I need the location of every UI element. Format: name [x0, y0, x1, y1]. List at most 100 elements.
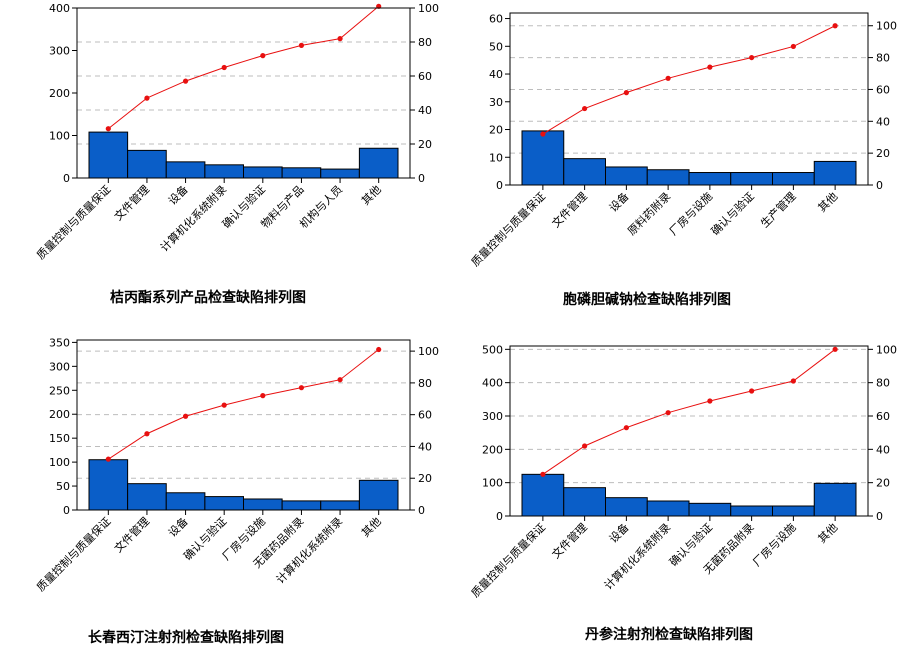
right-tick-label: 40	[876, 115, 890, 128]
category-label-8: 其他	[359, 515, 384, 540]
left-tick-label: 300	[49, 360, 70, 373]
bar-6	[281, 500, 322, 511]
bar-8	[813, 160, 857, 186]
bar-7	[320, 500, 360, 511]
bar-5	[688, 172, 732, 186]
left-tick-label: 500	[482, 343, 503, 356]
bar-4	[646, 500, 690, 517]
left-tick-label: 50	[56, 480, 70, 493]
category-label-3: 设备	[606, 520, 631, 545]
bar-4	[646, 169, 690, 186]
category-label-2: 文件管理	[111, 182, 152, 223]
cumulative-line	[108, 349, 379, 460]
left-tick-label: 300	[482, 410, 503, 423]
cumulative-point-2	[144, 95, 150, 101]
left-tick-label: 300	[49, 45, 70, 58]
right-tick-label: 80	[876, 52, 890, 65]
left-tick-label: 20	[489, 124, 503, 137]
right-tick-label: 100	[418, 345, 439, 358]
bar-4	[204, 496, 244, 511]
category-label-2: 文件管理	[549, 189, 590, 230]
bar-1	[521, 130, 565, 186]
bar-4	[204, 164, 244, 179]
right-tick-label: 60	[418, 70, 432, 83]
left-tick-label: 100	[49, 130, 70, 143]
category-label-8: 其他	[815, 190, 840, 215]
left-tick-label: 250	[49, 384, 70, 397]
bar-6	[730, 172, 773, 186]
category-label-2: 文件管理	[111, 514, 152, 555]
left-tick-label: 400	[482, 377, 503, 390]
right-tick-label: 80	[418, 377, 432, 390]
category-label-8: 其他	[359, 183, 384, 208]
bar-7	[772, 505, 815, 517]
cumulative-point-3	[623, 425, 629, 431]
cumulative-point-1	[540, 131, 546, 137]
bar-1	[88, 131, 129, 179]
chart-2-title: 胞磷胆碱钠检查缺陷排列图	[563, 292, 731, 308]
right-tick-label: 60	[876, 83, 890, 96]
right-tick-label: 20	[876, 147, 890, 160]
category-label-3: 设备	[165, 182, 190, 207]
right-tick-label: 60	[418, 409, 432, 422]
cumulative-point-3	[182, 413, 189, 419]
category-label-1: 质量控制与质量保证	[34, 182, 114, 262]
cumulative-point-7	[337, 36, 343, 42]
cumulative-point-5	[707, 64, 713, 70]
cumulative-point-7	[790, 378, 796, 384]
left-tick-label: 400	[49, 2, 70, 15]
cumulative-point-6	[749, 54, 755, 61]
cumulative-point-1	[105, 126, 111, 132]
bar-6	[281, 167, 322, 179]
right-tick-label: 0	[876, 510, 883, 523]
right-tick-label: 40	[876, 443, 890, 456]
category-label-7: 厂房与设施	[750, 521, 798, 569]
cumulative-point-8	[376, 346, 382, 353]
category-label-6: 确认与验证	[708, 189, 757, 238]
cumulative-point-6	[749, 388, 755, 394]
left-tick-label: 350	[49, 336, 70, 349]
right-tick-label: 0	[418, 172, 425, 185]
plot-frame	[509, 345, 869, 517]
right-tick-label: 100	[876, 343, 897, 356]
bar-3	[605, 166, 648, 186]
category-label-3: 设备	[606, 189, 631, 214]
bar-5	[688, 502, 732, 517]
cumulative-point-2	[144, 431, 150, 437]
bar-5	[243, 166, 283, 179]
cumulative-point-4	[665, 410, 671, 416]
left-tick-label: 40	[489, 68, 503, 81]
cumulative-point-5	[260, 53, 266, 59]
right-tick-label: 20	[418, 472, 432, 485]
bar-2	[127, 149, 167, 179]
chart-2: 0 10 20 30 40 50 60 0 20 40 60 80 100 质量控制与质量保证 文件管理 设备…	[468, 12, 897, 269]
right-tick-label: 0	[876, 179, 883, 192]
right-tick-label: 20	[418, 138, 432, 151]
cumulative-point-4	[221, 402, 227, 408]
left-tick-label: 150	[49, 432, 70, 445]
left-tick-label: 200	[49, 408, 70, 421]
bar-8	[813, 482, 857, 517]
category-label-5: 厂房与设施	[667, 190, 715, 238]
cumulative-point-8	[832, 346, 838, 352]
plot-frame	[76, 339, 411, 511]
cumulative-point-2	[582, 105, 588, 112]
cumulative-point-5	[260, 393, 266, 399]
right-tick-label: 20	[876, 477, 890, 490]
cumulative-line	[108, 5, 380, 130]
bar-5	[243, 498, 283, 511]
left-tick-label: 200	[482, 443, 503, 456]
cumulative-line	[542, 25, 836, 135]
cumulative-point-1	[540, 471, 546, 477]
right-tick-label: 40	[418, 440, 432, 453]
bar-3	[165, 161, 206, 179]
right-tick-label: 40	[418, 104, 432, 117]
cumulative-point-6	[298, 385, 305, 391]
left-tick-label: 100	[49, 456, 70, 469]
left-tick-label: 0	[496, 510, 503, 523]
bar-2	[127, 483, 167, 511]
category-label-1: 质量控制与质量保证	[34, 514, 114, 594]
cumulative-point-3	[182, 78, 189, 84]
cumulative-point-4	[665, 75, 671, 81]
right-tick-label: 100	[418, 2, 439, 15]
